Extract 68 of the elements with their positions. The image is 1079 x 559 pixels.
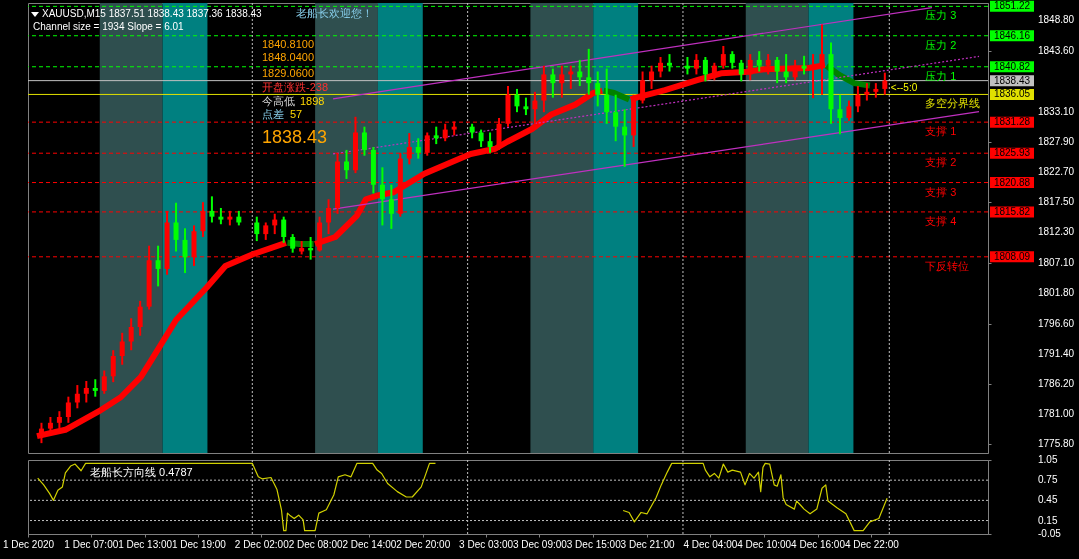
y-tick-label: 1.05 xyxy=(1038,454,1058,465)
y-tick-label: 1848.80 xyxy=(1038,14,1075,26)
x-tick-label: 4 Dec 04:00 xyxy=(683,538,738,550)
annotation: 1829.0600 xyxy=(262,66,314,79)
y-tick-label: 1817.50 xyxy=(1038,196,1075,208)
y-tick-label: 1786.20 xyxy=(1038,377,1075,389)
annotation: 压力 1 xyxy=(925,69,957,82)
y-tick-label: 0.45 xyxy=(1038,494,1058,506)
y-tick-label: 1827.90 xyxy=(1038,135,1075,147)
y-tick-label: 1781.00 xyxy=(1038,408,1075,420)
x-tick-label: 1 Dec 2020 xyxy=(2,538,55,550)
x-tick-label: 1 Dec 07:00 xyxy=(64,538,119,550)
ref-line-label: 1815.82 xyxy=(993,205,1031,217)
annotation: <--5:0 xyxy=(890,81,918,93)
x-tick-label: 2 Dec 14:00 xyxy=(342,538,397,550)
x-tick-label: 2 Dec 20:00 xyxy=(396,538,451,550)
x-tick-label: 4 Dec 10:00 xyxy=(737,538,792,550)
annotation: 今高低 xyxy=(262,95,295,107)
y-tick-label: 1812.30 xyxy=(1038,226,1075,238)
annotation: 点差 xyxy=(262,107,284,120)
ref-line-label: 1836.05 xyxy=(993,88,1031,100)
y-tick-label: 1775.80 xyxy=(1038,438,1075,450)
annotation: 老船长欢迎您！ xyxy=(296,7,373,19)
x-tick-label: 2 Dec 02:00 xyxy=(234,538,290,550)
annotation: 压力 2 xyxy=(925,38,957,51)
annotation: 支撑 3 xyxy=(925,185,957,198)
x-tick-label: 1 Dec 13:00 xyxy=(118,538,173,550)
ref-line-label: 1846.16 xyxy=(993,29,1031,41)
x-tick-label: 4 Dec 16:00 xyxy=(791,538,846,550)
ref-line-label: 1808.09 xyxy=(993,250,1031,262)
annotation: 下反转位 xyxy=(925,259,970,272)
ref-line-label: 1831.28 xyxy=(993,116,1031,128)
y-tick-label: 1833.10 xyxy=(1038,105,1075,117)
annotation: 1840.8100 xyxy=(262,38,314,50)
x-tick-label: 3 Dec 15:00 xyxy=(566,538,622,550)
text: XAUUSD,M15 1837.51 1838.43 1837.36 1838.43 xyxy=(42,8,263,19)
annotation: 多空分界线 xyxy=(925,97,981,110)
ref-line-label: 1840.82 xyxy=(993,60,1031,72)
text: Channel size = 1934 Slope = 6.01 xyxy=(33,20,185,32)
ref-line-label: 1825.93 xyxy=(993,147,1031,159)
annotation: 开盘涨跌-238 xyxy=(262,80,329,93)
text: 老船长方向线 0.4787 xyxy=(90,465,193,478)
x-tick-label: 4 Dec 22:00 xyxy=(844,538,900,550)
y-tick-label: 1843.60 xyxy=(1038,44,1075,56)
y-tick-label: -0.05 xyxy=(1038,528,1062,539)
x-tick-label: 3 Dec 03:00 xyxy=(459,538,514,550)
ref-line-label: 1820.88 xyxy=(993,176,1031,188)
annotation: 支撑 4 xyxy=(925,214,957,227)
annotation: 支撑 1 xyxy=(925,125,957,138)
x-tick-label: 3 Dec 21:00 xyxy=(620,538,675,550)
annotation: 支撑 2 xyxy=(925,156,957,169)
y-tick-label: 0.15 xyxy=(1038,514,1058,526)
annotation: 压力 3 xyxy=(925,9,957,22)
y-tick-label: 1801.80 xyxy=(1038,287,1075,299)
y-tick-label: 1807.10 xyxy=(1038,256,1075,268)
x-tick-label: 2 Dec 08:00 xyxy=(288,538,343,550)
ref-line-label: 1838.43 xyxy=(993,74,1031,86)
x-tick-label: 3 Dec 09:00 xyxy=(512,538,568,550)
x-tick-label: 1 Dec 19:00 xyxy=(172,538,227,550)
y-tick-label: 0.75 xyxy=(1038,474,1058,486)
annotation: 1838.43 xyxy=(262,126,328,147)
y-tick-label: 1791.40 xyxy=(1038,347,1075,359)
y-tick-label: 1796.60 xyxy=(1038,317,1075,329)
annotation: 1848.0400 xyxy=(262,50,314,63)
y-tick-label: 1822.70 xyxy=(1038,165,1075,177)
ref-line-label: 1851.22 xyxy=(993,0,1031,12)
annotation: 1898 xyxy=(300,95,325,107)
annotation: 57 xyxy=(290,107,303,120)
